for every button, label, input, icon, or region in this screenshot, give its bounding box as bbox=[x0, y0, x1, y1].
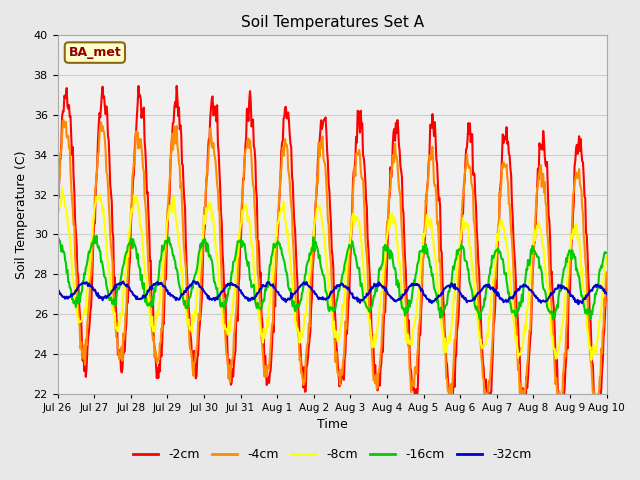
Text: BA_met: BA_met bbox=[68, 46, 121, 59]
-16cm bbox=[415, 249, 423, 254]
-8cm bbox=[399, 307, 407, 312]
Line: -4cm: -4cm bbox=[58, 120, 607, 410]
-8cm bbox=[58, 185, 66, 191]
-16cm bbox=[205, 254, 213, 260]
-2cm bbox=[173, 83, 180, 89]
Line: -8cm: -8cm bbox=[58, 188, 607, 360]
Line: -16cm: -16cm bbox=[58, 236, 607, 319]
-2cm bbox=[54, 217, 61, 223]
-16cm bbox=[93, 233, 100, 239]
-4cm bbox=[205, 142, 213, 148]
-16cm bbox=[603, 250, 611, 256]
Y-axis label: Soil Temperature (C): Soil Temperature (C) bbox=[15, 150, 28, 279]
-2cm bbox=[120, 349, 128, 355]
-16cm bbox=[54, 236, 61, 241]
-2cm bbox=[415, 331, 423, 337]
Title: Soil Temperatures Set A: Soil Temperatures Set A bbox=[241, 15, 424, 30]
-16cm bbox=[121, 255, 129, 261]
Legend: -2cm, -4cm, -8cm, -16cm, -32cm: -2cm, -4cm, -8cm, -16cm, -32cm bbox=[128, 443, 536, 466]
-4cm bbox=[65, 133, 72, 139]
-32cm bbox=[176, 296, 184, 302]
-2cm bbox=[399, 210, 407, 216]
-4cm bbox=[60, 117, 67, 123]
Line: -32cm: -32cm bbox=[58, 281, 607, 304]
-32cm bbox=[54, 287, 61, 292]
-16cm bbox=[177, 286, 184, 292]
-8cm bbox=[205, 200, 213, 205]
-32cm bbox=[399, 292, 407, 298]
-4cm bbox=[121, 330, 129, 336]
-16cm bbox=[399, 307, 407, 312]
-16cm bbox=[549, 316, 557, 322]
-8cm bbox=[65, 226, 72, 232]
-16cm bbox=[63, 267, 71, 273]
-4cm bbox=[54, 205, 61, 211]
-32cm bbox=[63, 296, 71, 301]
-2cm bbox=[63, 104, 71, 109]
-8cm bbox=[603, 254, 611, 260]
-2cm bbox=[603, 276, 611, 281]
-4cm bbox=[603, 269, 611, 275]
-8cm bbox=[415, 277, 423, 283]
-2cm bbox=[177, 122, 184, 128]
-8cm bbox=[54, 215, 61, 221]
-32cm bbox=[205, 297, 213, 302]
Line: -2cm: -2cm bbox=[58, 86, 607, 428]
-8cm bbox=[121, 279, 129, 285]
-4cm bbox=[555, 407, 563, 413]
-32cm bbox=[575, 301, 582, 307]
-2cm bbox=[205, 135, 213, 141]
-32cm bbox=[120, 281, 128, 287]
-4cm bbox=[177, 185, 184, 191]
-4cm bbox=[399, 259, 407, 265]
-32cm bbox=[189, 278, 197, 284]
-8cm bbox=[177, 256, 184, 262]
X-axis label: Time: Time bbox=[317, 418, 348, 431]
-2cm bbox=[595, 425, 602, 431]
-32cm bbox=[603, 291, 611, 297]
-4cm bbox=[415, 319, 423, 325]
-32cm bbox=[415, 284, 423, 290]
-8cm bbox=[588, 357, 595, 363]
